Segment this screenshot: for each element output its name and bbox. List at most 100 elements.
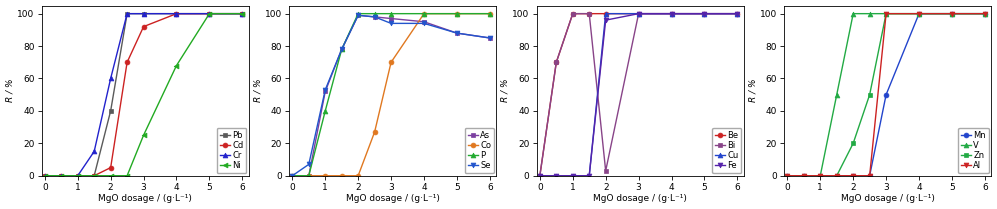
- Mn: [979, 12, 991, 15]
- Pb: [170, 12, 182, 15]
- Zn: [880, 12, 892, 15]
- Bi: [666, 12, 678, 15]
- Cr: [236, 12, 248, 15]
- As: [303, 175, 315, 177]
- Line: Cu: Cu: [537, 11, 740, 178]
- Co: [369, 131, 381, 133]
- Be: [533, 175, 545, 177]
- P: [319, 110, 331, 112]
- Cu: [699, 12, 711, 15]
- Cu: [566, 175, 578, 177]
- Zn: [847, 142, 859, 145]
- Al: [831, 175, 842, 177]
- Cr: [105, 77, 117, 80]
- Se: [484, 37, 496, 39]
- Ni: [121, 175, 133, 177]
- P: [451, 12, 463, 15]
- Zn: [913, 12, 925, 15]
- Pb: [72, 175, 84, 177]
- Be: [566, 12, 578, 15]
- Bi: [533, 175, 545, 177]
- Ni: [203, 12, 215, 15]
- Cu: [583, 175, 595, 177]
- Pb: [39, 175, 51, 177]
- Line: Cd: Cd: [43, 11, 244, 178]
- Legend: As, Co, P, Se: As, Co, P, Se: [465, 128, 494, 173]
- Be: [633, 12, 645, 15]
- Bi: [699, 12, 711, 15]
- As: [336, 48, 348, 51]
- As: [286, 175, 298, 177]
- Fe: [600, 19, 612, 21]
- Al: [880, 12, 892, 15]
- Se: [385, 22, 397, 25]
- Cd: [55, 175, 67, 177]
- Cr: [170, 12, 182, 15]
- Line: P: P: [290, 11, 493, 178]
- Al: [863, 175, 875, 177]
- Fe: [566, 175, 578, 177]
- Line: Ni: Ni: [43, 11, 244, 178]
- Fe: [583, 175, 595, 177]
- P: [352, 12, 364, 15]
- Al: [847, 175, 859, 177]
- Cr: [121, 12, 133, 15]
- Bi: [583, 12, 595, 15]
- Legend: Be, Bi, Cu, Fe: Be, Bi, Cu, Fe: [712, 128, 742, 173]
- Se: [286, 175, 298, 177]
- Al: [979, 12, 991, 15]
- Ni: [138, 134, 150, 136]
- As: [369, 16, 381, 18]
- Co: [286, 175, 298, 177]
- Bi: [600, 170, 612, 172]
- Zn: [815, 175, 827, 177]
- Bi: [550, 61, 562, 64]
- Cr: [39, 175, 51, 177]
- Y-axis label: R / %: R / %: [253, 79, 262, 102]
- Mn: [880, 93, 892, 96]
- Cu: [633, 12, 645, 15]
- V: [798, 175, 810, 177]
- As: [319, 90, 331, 93]
- Ni: [39, 175, 51, 177]
- X-axis label: MgO dosage / (g·L⁻¹): MgO dosage / (g·L⁻¹): [346, 194, 440, 203]
- Line: Fe: Fe: [537, 11, 740, 178]
- Fe: [633, 12, 645, 15]
- Fe: [699, 12, 711, 15]
- As: [418, 20, 430, 23]
- Al: [913, 12, 925, 15]
- Zn: [831, 175, 842, 177]
- Pb: [105, 110, 117, 112]
- Cr: [88, 150, 100, 153]
- X-axis label: MgO dosage / (g·L⁻¹): MgO dosage / (g·L⁻¹): [840, 194, 935, 203]
- Se: [336, 48, 348, 51]
- Fe: [550, 175, 562, 177]
- P: [369, 12, 381, 15]
- Line: Be: Be: [537, 11, 740, 178]
- Cr: [55, 175, 67, 177]
- Ni: [170, 64, 182, 67]
- Cr: [72, 175, 84, 177]
- Mn: [782, 175, 794, 177]
- Pb: [121, 12, 133, 15]
- Y-axis label: R / %: R / %: [500, 79, 509, 102]
- Cr: [203, 12, 215, 15]
- As: [352, 14, 364, 17]
- Bi: [633, 12, 645, 15]
- Pb: [138, 12, 150, 15]
- Be: [600, 12, 612, 15]
- Al: [946, 12, 958, 15]
- Fe: [533, 175, 545, 177]
- Be: [699, 12, 711, 15]
- V: [946, 12, 958, 15]
- P: [286, 175, 298, 177]
- Line: Al: Al: [785, 11, 987, 178]
- Cr: [138, 12, 150, 15]
- Co: [385, 61, 397, 64]
- Cd: [72, 175, 84, 177]
- V: [863, 12, 875, 15]
- V: [782, 175, 794, 177]
- P: [336, 48, 348, 51]
- Zn: [979, 12, 991, 15]
- Ni: [105, 175, 117, 177]
